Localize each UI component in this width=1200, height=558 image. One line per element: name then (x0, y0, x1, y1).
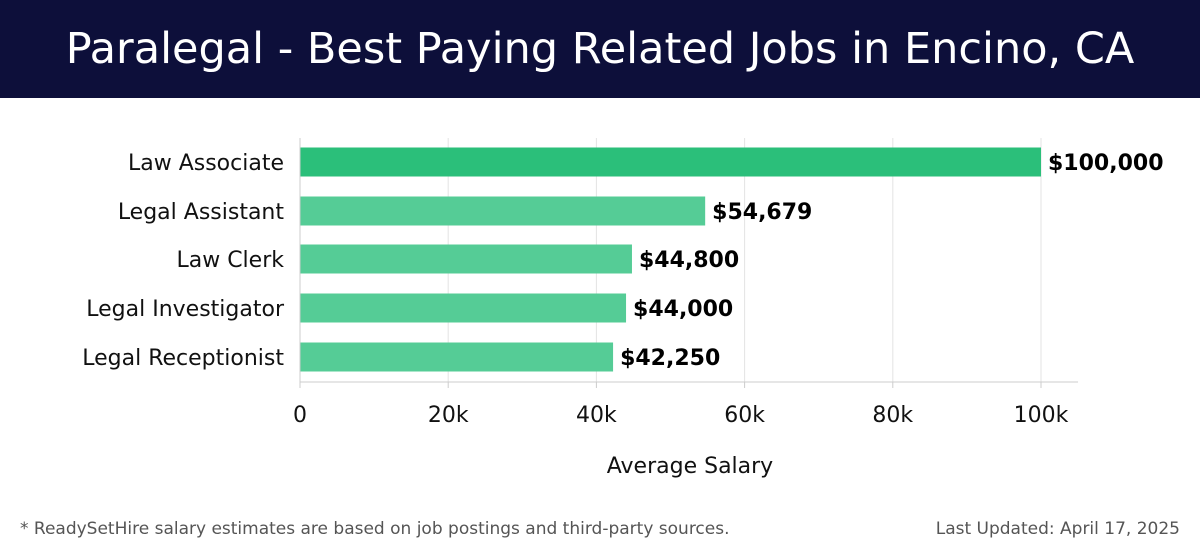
footnote: * ReadySetHire salary estimates are base… (20, 519, 730, 539)
bar (300, 196, 706, 226)
bar-value-label: $42,250 (620, 346, 720, 371)
bar-value-label: $100,000 (1048, 151, 1164, 176)
y-category-label: Law Clerk (176, 248, 284, 273)
chart-bars: $100,000 $54,679 $44,800 $44,000 $42,250 (300, 147, 1164, 372)
page-title: Paralegal - Best Paying Related Jobs in … (65, 24, 1135, 74)
x-axis-title: Average Salary (607, 454, 773, 479)
bar (300, 293, 627, 323)
x-tick-label: 40k (576, 403, 617, 428)
x-tick-label: 20k (428, 403, 469, 428)
bar (300, 244, 632, 274)
x-tick-label: 100k (1014, 403, 1069, 428)
header-banner: Paralegal - Best Paying Related Jobs in … (0, 0, 1200, 98)
bar-value-label: $44,000 (633, 297, 733, 322)
bar (300, 147, 1041, 177)
y-category-label: Legal Assistant (118, 200, 285, 225)
chart-axes: 0 20k 40k 60k 80k 100k Law Associate Legal Assi… (82, 138, 1079, 428)
bar-value-label: $54,679 (712, 200, 812, 225)
y-category-label: Law Associate (128, 151, 284, 176)
x-tick-label: 80k (872, 403, 913, 428)
x-tick-label: 0 (293, 403, 307, 428)
y-category-label: Legal Receptionist (82, 346, 284, 371)
chart-gridlines (447, 138, 1042, 382)
x-tick-label: 60k (724, 403, 765, 428)
bar-value-label: $44,800 (639, 248, 739, 273)
last-updated: Last Updated: April 17, 2025 (935, 519, 1180, 539)
y-category-label: Legal Investigator (86, 297, 285, 322)
salary-bar-chart: $100,000 $54,679 $44,800 $44,000 $42,250 0 20… (82, 138, 1164, 479)
bar (300, 342, 614, 372)
